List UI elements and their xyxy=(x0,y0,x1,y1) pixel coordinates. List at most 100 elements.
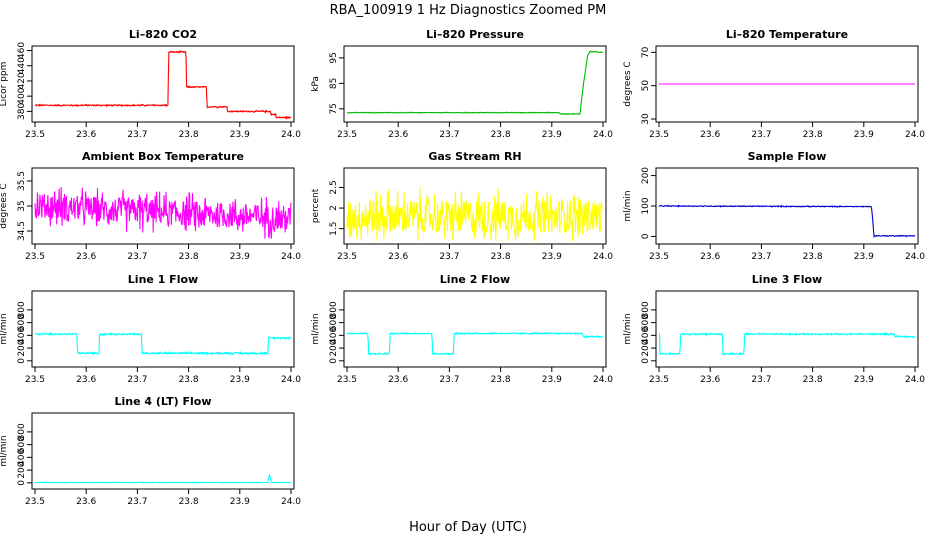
panel-title: Line 3 Flow xyxy=(752,273,822,286)
panel-ylabel: ml/min xyxy=(623,190,633,221)
x-tick-label: 24.0 xyxy=(905,375,925,385)
plot-frame xyxy=(31,45,295,123)
panel-ylabel: kPa xyxy=(311,76,321,92)
panel-6: Line 1 Flow ml/min 23.5 23.6 23.7 23.8 23.9 24.… xyxy=(0,273,301,385)
y-tick-label: 100 xyxy=(641,197,651,214)
y-tick-label: 600 xyxy=(329,314,339,331)
x-tick-label: 23.9 xyxy=(230,130,250,140)
y-tick-label: 95 xyxy=(329,52,339,63)
x-tick-label: 23.8 xyxy=(179,252,199,262)
y-tick-label: 200 xyxy=(641,167,651,184)
panel-ylabel: ml/min xyxy=(0,435,9,466)
x-tick-label: 23.7 xyxy=(751,252,771,262)
panel-title: Li–820 CO2 xyxy=(129,28,197,41)
x-tick-label: 23.8 xyxy=(179,497,199,507)
y-tick-label: 600 xyxy=(641,314,651,331)
panel-1: Li–820 Pressure kPa 23.5 23.6 23.7 23.8 23.9 24… xyxy=(311,28,613,140)
x-tick-label: 23.7 xyxy=(439,375,459,385)
plot-frame xyxy=(31,290,295,368)
panel-title: Li–820 Pressure xyxy=(426,28,524,41)
x-tick-label: 24.0 xyxy=(905,130,925,140)
y-tick-label: 30 xyxy=(641,113,651,125)
plot-frame xyxy=(343,167,607,245)
x-tick-label: 23.6 xyxy=(76,130,96,140)
panel-7: Line 2 Flow ml/min 23.5 23.6 23.7 23.8 23.9 24.… xyxy=(311,273,613,385)
x-tick-label: 23.7 xyxy=(127,375,147,385)
x-tick-label: 23.6 xyxy=(76,252,96,262)
x-tick-label: 23.5 xyxy=(649,252,669,262)
x-tick-label: 23.6 xyxy=(76,375,96,385)
x-tick-label: 23.9 xyxy=(854,252,874,262)
x-tick-label: 23.5 xyxy=(337,130,357,140)
panel-title: Gas Stream RH xyxy=(428,150,521,163)
x-tick-label: 24.0 xyxy=(281,130,301,140)
series-line xyxy=(346,186,604,242)
y-tick-label: 1.5 xyxy=(329,221,339,235)
y-tick-label: 200 xyxy=(329,339,339,356)
x-tick-label: 24.0 xyxy=(905,252,925,262)
panel-ylabel: ml/min xyxy=(311,313,321,344)
y-tick-label: 400 xyxy=(17,87,27,104)
panel-ylabel: ml/min xyxy=(623,313,633,344)
x-tick-label: 23.9 xyxy=(230,375,250,385)
figure-title: RBA_100919 1 Hz Diagnostics Zoomed PM xyxy=(330,3,607,18)
x-tick-label: 23.5 xyxy=(25,375,45,385)
series-line xyxy=(658,331,916,356)
x-tick-label: 23.5 xyxy=(25,252,45,262)
x-tick-label: 23.9 xyxy=(542,375,562,385)
y-tick-label: 420 xyxy=(17,72,27,89)
x-tick-label: 24.0 xyxy=(593,252,613,262)
figure-xlabel: Hour of Day (UTC) xyxy=(409,520,527,535)
y-tick-label: 800 xyxy=(17,423,27,440)
x-tick-label: 23.5 xyxy=(649,375,669,385)
x-tick-label: 23.8 xyxy=(491,375,511,385)
y-tick-label: 0 xyxy=(329,358,339,364)
x-tick-label: 23.7 xyxy=(127,130,147,140)
y-tick-label: 0 xyxy=(641,233,651,239)
x-tick-label: 23.9 xyxy=(542,252,562,262)
panel-0: Li–820 CO2 Licor ppm 23.5 23.6 23.7 23.8 23.9 2… xyxy=(0,28,301,140)
panel-3: Ambient Box Temperature degrees C 23.5 23.6… xyxy=(0,150,301,262)
y-tick-label: 600 xyxy=(17,314,27,331)
y-tick-label: 200 xyxy=(641,339,651,356)
x-tick-label: 23.9 xyxy=(854,130,874,140)
x-tick-label: 24.0 xyxy=(281,375,301,385)
x-tick-label: 23.6 xyxy=(388,252,408,262)
x-tick-label: 23.7 xyxy=(127,252,147,262)
y-tick-label: 200 xyxy=(17,461,27,478)
panel-ylabel: degrees C xyxy=(0,183,9,228)
panel-title: Line 4 (LT) Flow xyxy=(115,395,212,408)
y-tick-label: 2 xyxy=(329,205,339,211)
y-tick-label: 380 xyxy=(17,103,27,120)
series-line xyxy=(658,204,916,239)
y-tick-label: 75 xyxy=(329,103,339,114)
plot-frame xyxy=(343,45,607,123)
x-tick-label: 23.7 xyxy=(751,375,771,385)
x-tick-label: 23.7 xyxy=(127,497,147,507)
plot-frame xyxy=(31,412,295,490)
y-tick-label: 85 xyxy=(329,78,339,89)
x-tick-label: 23.6 xyxy=(388,130,408,140)
y-tick-label: 400 xyxy=(329,327,339,344)
y-tick-label: 0 xyxy=(17,358,27,364)
panel-4: Gas Stream RH percent 23.5 23.6 23.7 23.8 23.9… xyxy=(311,150,613,262)
x-tick-label: 23.5 xyxy=(337,375,357,385)
panels-group: Li–820 CO2 Licor ppm 23.5 23.6 23.7 23.8 23.9 2… xyxy=(0,28,925,507)
y-tick-label: 70 xyxy=(641,46,651,58)
x-tick-label: 23.5 xyxy=(25,130,45,140)
plot-frame xyxy=(343,290,607,368)
y-tick-label: 400 xyxy=(641,327,651,344)
series-line xyxy=(34,331,292,356)
x-tick-label: 23.8 xyxy=(803,130,823,140)
plot-frame xyxy=(655,45,919,123)
y-tick-label: 35.5 xyxy=(17,171,27,191)
x-tick-label: 23.7 xyxy=(439,252,459,262)
x-tick-label: 23.5 xyxy=(337,252,357,262)
x-tick-label: 23.8 xyxy=(179,130,199,140)
y-tick-label: 800 xyxy=(17,301,27,318)
x-tick-label: 23.8 xyxy=(491,130,511,140)
y-tick-label: 800 xyxy=(329,301,339,318)
panel-9: Line 4 (LT) Flow ml/min 23.5 23.6 23.7 23.8 23… xyxy=(0,395,301,507)
y-tick-label: 34.5 xyxy=(17,221,27,241)
